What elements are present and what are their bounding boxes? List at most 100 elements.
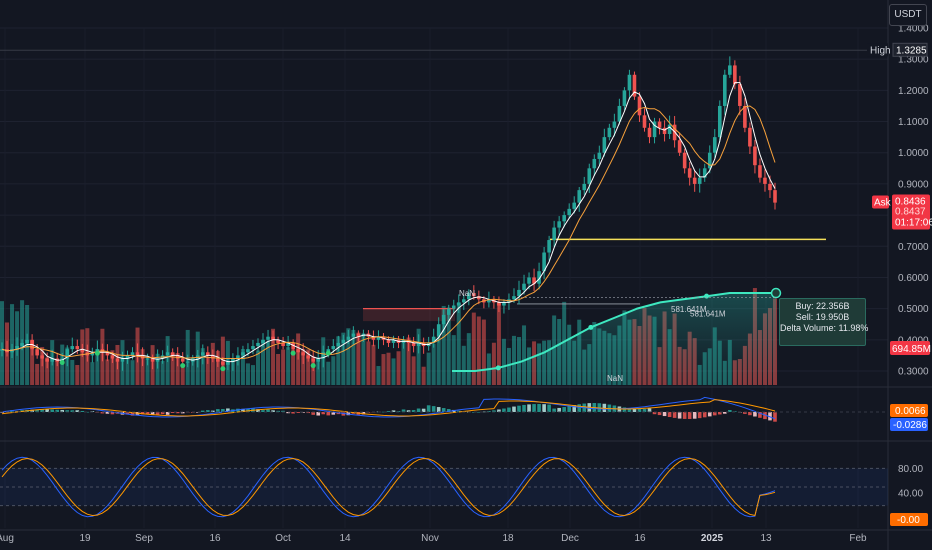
high-tag-bg [867, 43, 888, 57]
candle-body [251, 346, 255, 350]
macd-bar [728, 410, 732, 412]
countdown: 01:17:06 [895, 217, 932, 228]
candle-body [165, 352, 170, 356]
volume-bar [271, 328, 276, 385]
ask-value: 0.8436 [895, 196, 926, 207]
macd-bar [527, 404, 531, 412]
time-tick-label: 13 [760, 533, 772, 544]
volume-bar [160, 360, 165, 385]
candle-body [431, 336, 436, 343]
volume-bar [522, 325, 527, 385]
macd-bar [75, 410, 80, 412]
volume-bar [170, 352, 175, 385]
candle-body [738, 84, 742, 106]
nan-label: NaN [607, 374, 623, 383]
macd-bar [642, 408, 647, 412]
volume-bar [461, 345, 466, 385]
macd-bar [140, 412, 145, 415]
candle-body [652, 121, 657, 138]
signal-dot [59, 360, 65, 366]
volume-bar [245, 363, 250, 385]
macd-bar [321, 412, 326, 415]
macd-bar [40, 409, 44, 412]
macd-bar [286, 412, 290, 414]
macd-bar [492, 410, 496, 412]
delta-volume-box: Buy: 22.356B Sell: 19.950B Delta Volume:… [779, 298, 868, 346]
time-tick-label: Oct [275, 533, 291, 544]
candle-body [692, 177, 697, 184]
candle-body [451, 305, 456, 309]
candle-body [216, 358, 220, 362]
macd-bar [637, 408, 642, 412]
candle-body [276, 339, 280, 343]
macd-bar [170, 412, 175, 413]
candle-body [517, 289, 521, 297]
macd-bar [276, 410, 280, 412]
high-value-bg [892, 42, 928, 57]
price-tick-label: 0.7000 [898, 242, 929, 253]
candle-body [130, 352, 135, 356]
macd-bar [717, 412, 722, 415]
macd-bar [281, 410, 285, 412]
signal-dot [220, 366, 226, 372]
currency-button[interactable]: USDT [889, 4, 927, 26]
macd-bar [421, 408, 426, 412]
ask-sub-value: 0.8437 [895, 206, 926, 217]
candle-body [567, 208, 572, 216]
macd-bar [662, 412, 667, 417]
price-tick-label: 1.4000 [898, 24, 929, 35]
volume-bar [301, 348, 306, 385]
macd-bar [707, 412, 712, 417]
range-box [363, 308, 455, 322]
candle-body [763, 177, 767, 184]
candle-body [110, 355, 115, 359]
candle-body [241, 352, 245, 356]
macd-bar [657, 412, 662, 416]
candle-body [552, 227, 556, 241]
candle-body [70, 346, 75, 350]
macd-bar [50, 409, 54, 412]
volume-bar [471, 312, 476, 385]
volume-bar [70, 359, 75, 385]
candle-body [391, 339, 396, 343]
candle-body [697, 177, 702, 184]
macd-bar [748, 412, 752, 416]
candle-body [256, 342, 260, 347]
macd-bar [391, 410, 396, 412]
volume-bar [35, 363, 40, 385]
macd-bar [502, 408, 506, 412]
price-tick-label: 1.2000 [898, 86, 929, 97]
macd-bar [577, 404, 582, 412]
candle-body [180, 358, 185, 362]
candle-body [753, 146, 757, 166]
volume-bar [286, 347, 291, 385]
volume-tag-bg [890, 341, 930, 355]
signal-value: -0.0286 [893, 420, 927, 431]
macd-bar [697, 412, 702, 419]
candle-body [261, 339, 265, 343]
volume-bar [250, 365, 255, 385]
ma-slow-line [1, 105, 776, 359]
macd-bar [216, 409, 220, 412]
volume-bar [366, 341, 371, 385]
ma-fast-line [1, 82, 776, 363]
cumulative-delta-area [452, 293, 776, 385]
candle-body [622, 90, 627, 106]
volume-bar [145, 357, 150, 385]
macd-bar [723, 412, 727, 414]
macd-bar [522, 404, 526, 412]
buy-volume: Buy: 22.356B [795, 301, 850, 311]
macd-bar [200, 410, 205, 412]
candle-body [150, 358, 155, 362]
candle-body [743, 105, 747, 128]
volume-bar [155, 353, 160, 385]
macd-bar [436, 407, 441, 412]
candle-body [728, 65, 732, 75]
macd-bar [175, 412, 180, 414]
macd-bar [266, 409, 270, 412]
candle-body [522, 283, 526, 290]
macd-value: 0.0066 [895, 406, 926, 417]
candle-body [416, 342, 421, 347]
